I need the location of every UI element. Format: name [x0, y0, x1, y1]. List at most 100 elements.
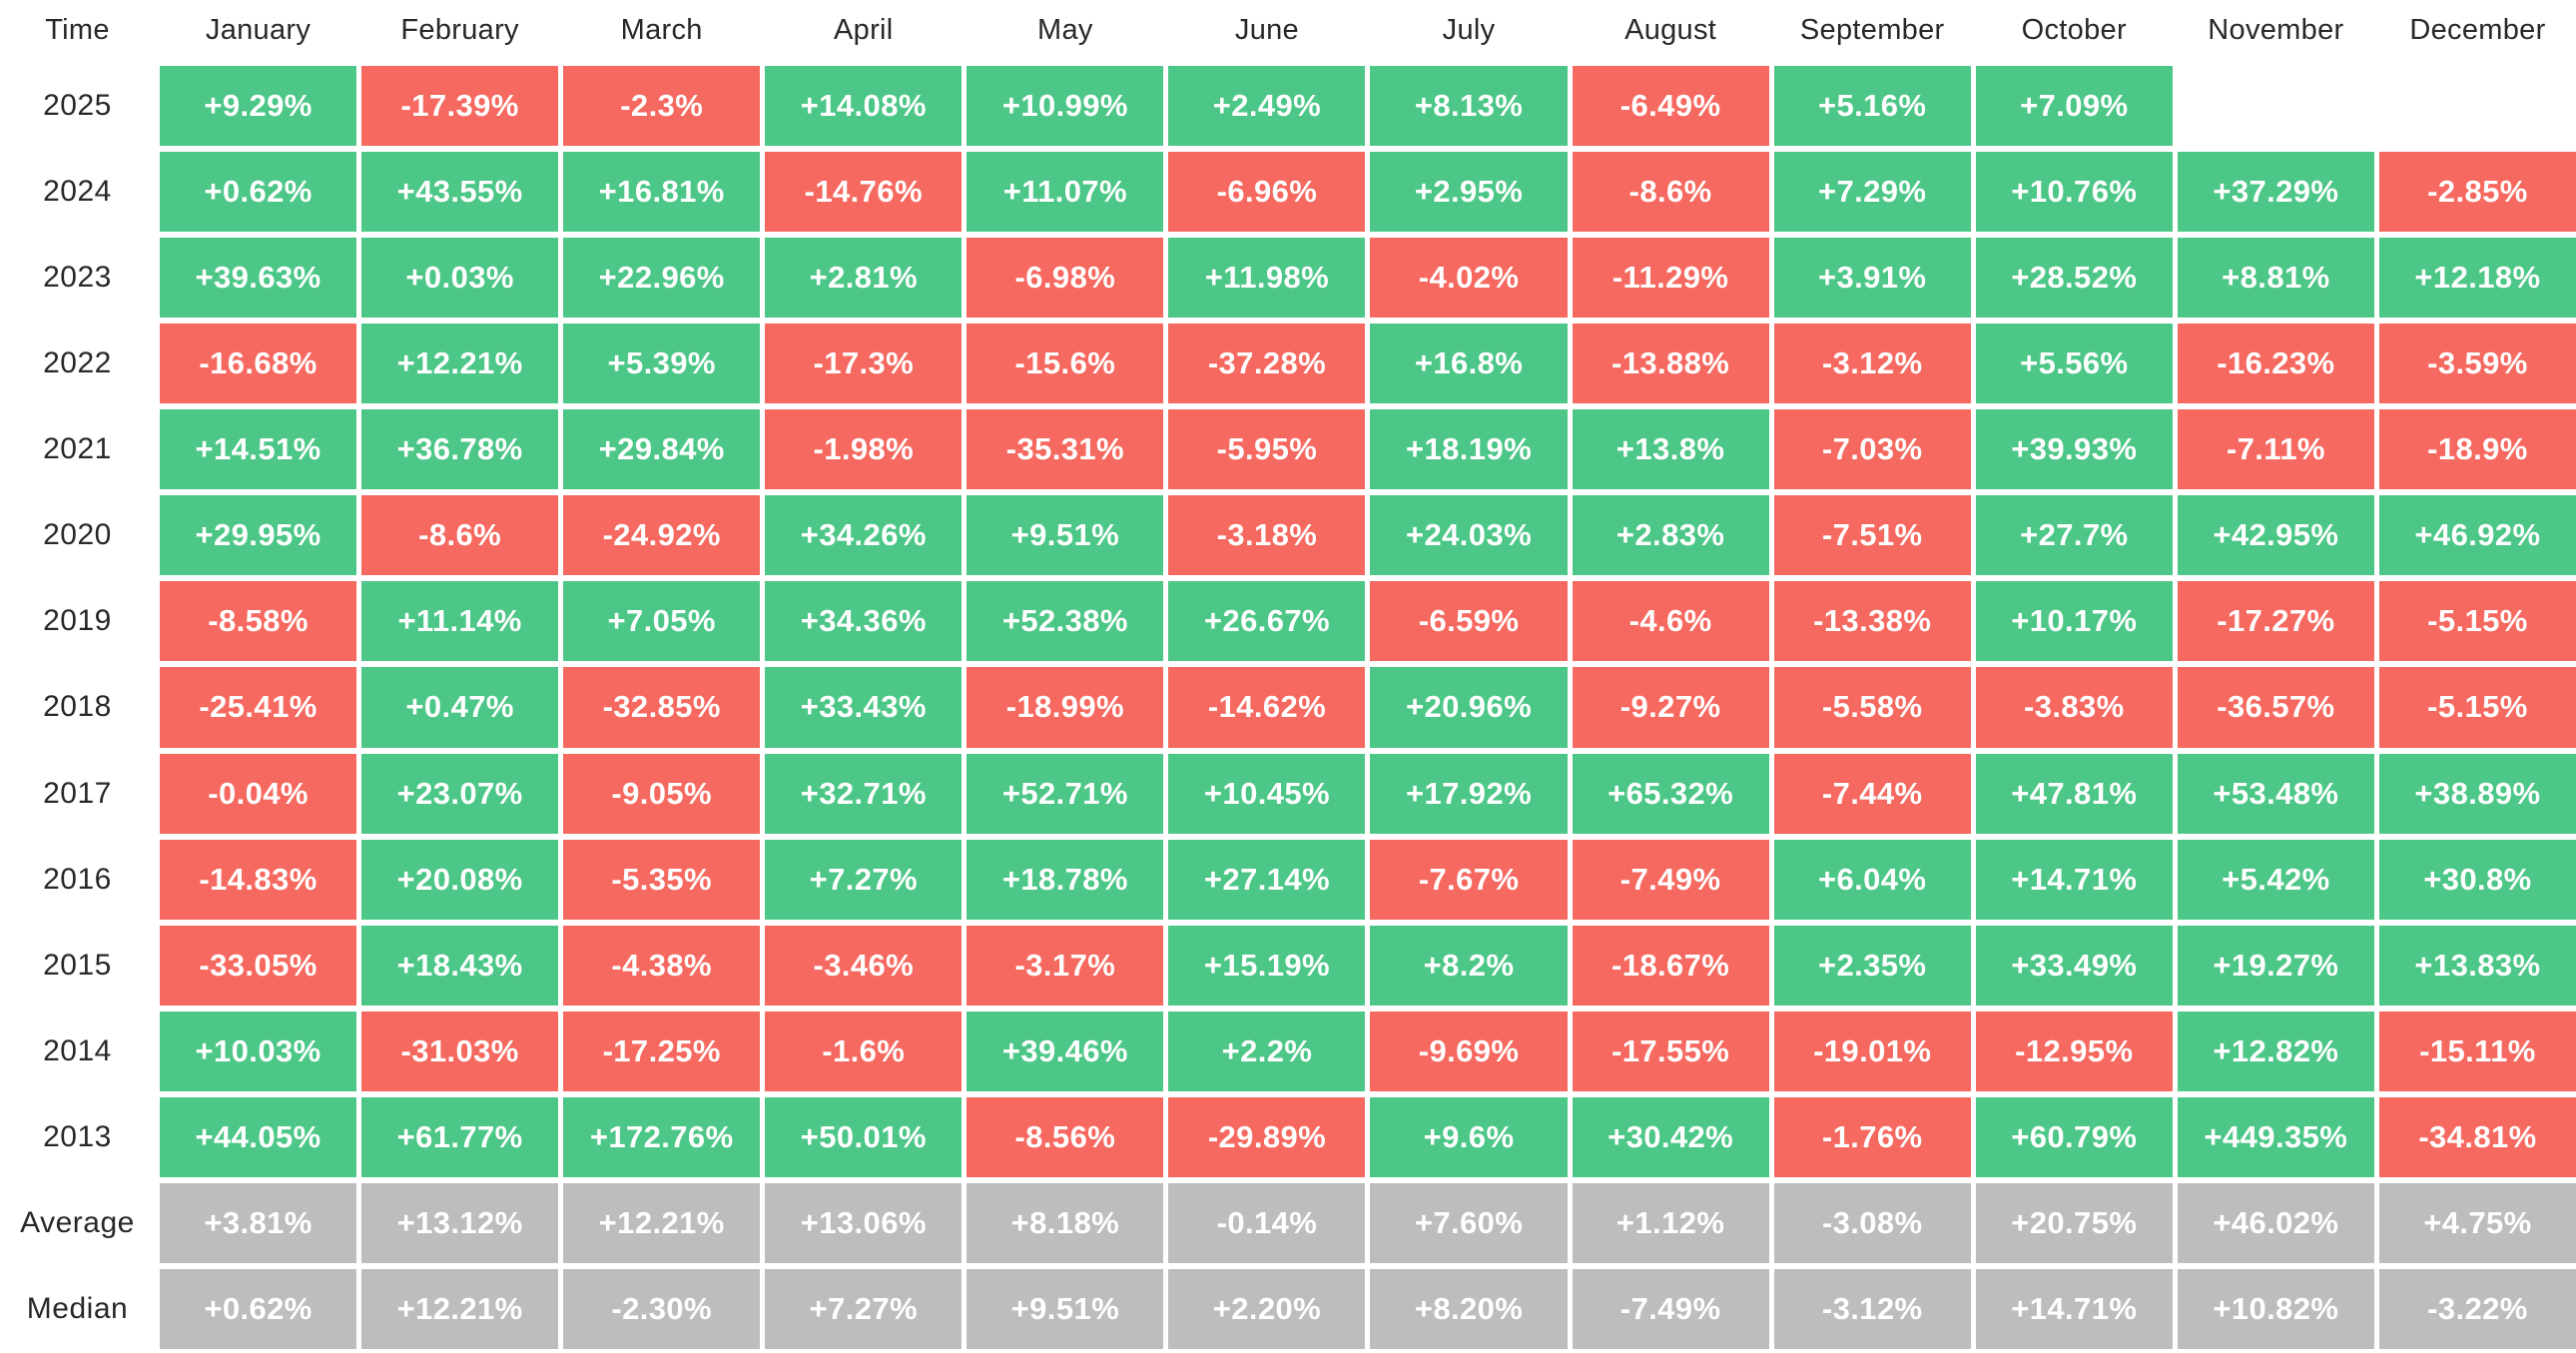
- cell-2013-march: +172.76%: [563, 1096, 761, 1177]
- month-header-july: July: [1442, 13, 1496, 46]
- cell-2013-may: -8.56%: [966, 1096, 1164, 1177]
- cell-2023-april: +2.81%: [765, 238, 963, 319]
- cell-2021-may: -35.31%: [966, 409, 1164, 490]
- row-label-2023: 2023: [43, 261, 112, 295]
- cell-2016-august: -7.49%: [1572, 839, 1769, 920]
- cell-2023-june: +11.98%: [1168, 238, 1366, 319]
- cell-2022-december: -3.59%: [2378, 324, 2576, 404]
- cell-2016-july: -7.67%: [1370, 839, 1568, 920]
- cell-2015-june: +15.19%: [1168, 925, 1366, 1006]
- cell-2021-july: +18.19%: [1370, 409, 1568, 490]
- cell-2020-november: +42.95%: [2177, 495, 2374, 576]
- cell-2013-october: +60.79%: [1975, 1096, 2173, 1177]
- month-header-may: May: [1037, 13, 1093, 46]
- cell-median-november: +10.82%: [2177, 1268, 2374, 1349]
- cell-median-december: -3.22%: [2378, 1268, 2576, 1349]
- cell-2022-april: -17.3%: [765, 324, 963, 404]
- cell-average-march: +12.21%: [563, 1182, 761, 1263]
- cell-2014-january: +10.03%: [160, 1011, 357, 1091]
- cell-2014-november: +12.82%: [2177, 1011, 2374, 1091]
- cell-median-february: +12.21%: [361, 1268, 559, 1349]
- cell-2016-february: +20.08%: [361, 839, 559, 920]
- cell-2013-july: +9.6%: [1370, 1096, 1568, 1177]
- row-label-median: Median: [26, 1291, 129, 1325]
- cell-average-december: +4.75%: [2378, 1182, 2576, 1263]
- cell-2020-august: +2.83%: [1572, 495, 1769, 576]
- cell-2024-june: -6.96%: [1168, 152, 1366, 233]
- cell-2013-april: +50.01%: [765, 1096, 963, 1177]
- month-header-october: October: [2021, 13, 2127, 46]
- row-label-2014: 2014: [43, 1033, 112, 1067]
- row-label-2024: 2024: [43, 175, 112, 209]
- cell-2021-september: -7.03%: [1773, 409, 1971, 490]
- month-header-february: February: [400, 13, 519, 46]
- cell-2014-may: +39.46%: [966, 1011, 1164, 1091]
- cell-2021-october: +39.93%: [1975, 409, 2173, 490]
- cell-2015-may: -3.17%: [966, 925, 1164, 1006]
- cell-2018-march: -32.85%: [563, 667, 761, 748]
- cell-2018-june: -14.62%: [1168, 667, 1366, 748]
- cell-2022-october: +5.56%: [1975, 324, 2173, 404]
- month-header-august: August: [1624, 13, 1717, 46]
- row-label-2018: 2018: [43, 690, 112, 724]
- cell-2017-may: +52.71%: [966, 753, 1164, 834]
- cell-2025-april: +14.08%: [765, 66, 963, 147]
- cell-2016-december: +30.8%: [2378, 839, 2576, 920]
- cell-2016-september: +6.04%: [1773, 839, 1971, 920]
- cell-2020-may: +9.51%: [966, 495, 1164, 576]
- cell-2021-april: -1.98%: [765, 409, 963, 490]
- cell-average-january: +3.81%: [160, 1182, 357, 1263]
- cell-2022-february: +12.21%: [361, 324, 559, 404]
- cell-average-april: +13.06%: [765, 1182, 963, 1263]
- row-label-2016: 2016: [43, 862, 112, 896]
- cell-2015-november: +19.27%: [2177, 925, 2374, 1006]
- cell-2025-november: [2178, 66, 2374, 146]
- cell-median-may: +9.51%: [966, 1268, 1164, 1349]
- cell-2013-december: -34.81%: [2378, 1096, 2576, 1177]
- cell-2016-november: +5.42%: [2177, 839, 2374, 920]
- cell-2015-august: -18.67%: [1572, 925, 1769, 1006]
- cell-2017-august: +65.32%: [1572, 753, 1769, 834]
- cell-2024-april: -14.76%: [765, 152, 963, 233]
- cell-2025-june: +2.49%: [1168, 66, 1366, 147]
- cell-2021-march: +29.84%: [563, 409, 761, 490]
- cell-median-september: -3.12%: [1773, 1268, 1971, 1349]
- cell-average-october: +20.75%: [1975, 1182, 2173, 1263]
- cell-2025-february: -17.39%: [361, 66, 559, 147]
- cell-2024-february: +43.55%: [361, 152, 559, 233]
- cell-2016-april: +7.27%: [765, 839, 963, 920]
- cell-2025-may: +10.99%: [966, 66, 1164, 147]
- cell-2022-november: -16.23%: [2177, 324, 2374, 404]
- cell-2018-october: -3.83%: [1975, 667, 2173, 748]
- cell-2025-august: -6.49%: [1572, 66, 1769, 147]
- cell-2017-october: +47.81%: [1975, 753, 2173, 834]
- cell-2021-june: -5.95%: [1168, 409, 1366, 490]
- month-header-november: November: [2208, 13, 2344, 46]
- cell-2017-december: +38.89%: [2378, 753, 2576, 834]
- cell-2019-june: +26.67%: [1168, 581, 1366, 662]
- cell-2022-september: -3.12%: [1773, 324, 1971, 404]
- cell-2025-march: -2.3%: [563, 66, 761, 147]
- cell-2014-april: -1.6%: [765, 1011, 963, 1091]
- cell-2017-november: +53.48%: [2177, 753, 2374, 834]
- cell-2021-december: -18.9%: [2378, 409, 2576, 490]
- cell-2023-november: +8.81%: [2177, 238, 2374, 319]
- cell-2015-october: +33.49%: [1975, 925, 2173, 1006]
- cell-2017-february: +23.07%: [361, 753, 559, 834]
- cell-2015-april: -3.46%: [765, 925, 963, 1006]
- cell-2014-october: -12.95%: [1975, 1011, 2173, 1091]
- cell-2019-march: +7.05%: [563, 581, 761, 662]
- cell-2013-february: +61.77%: [361, 1096, 559, 1177]
- cell-2022-january: -16.68%: [160, 324, 357, 404]
- row-label-2025: 2025: [43, 89, 112, 123]
- cell-average-november: +46.02%: [2177, 1182, 2374, 1263]
- cell-2018-may: -18.99%: [966, 667, 1164, 748]
- cell-2024-july: +2.95%: [1370, 152, 1568, 233]
- cell-2022-may: -15.6%: [966, 324, 1164, 404]
- cell-2013-june: -29.89%: [1168, 1096, 1366, 1177]
- cell-2015-december: +13.83%: [2378, 925, 2576, 1006]
- cell-average-september: -3.08%: [1773, 1182, 1971, 1263]
- cell-2018-january: -25.41%: [160, 667, 357, 748]
- cell-2020-december: +46.92%: [2378, 495, 2576, 576]
